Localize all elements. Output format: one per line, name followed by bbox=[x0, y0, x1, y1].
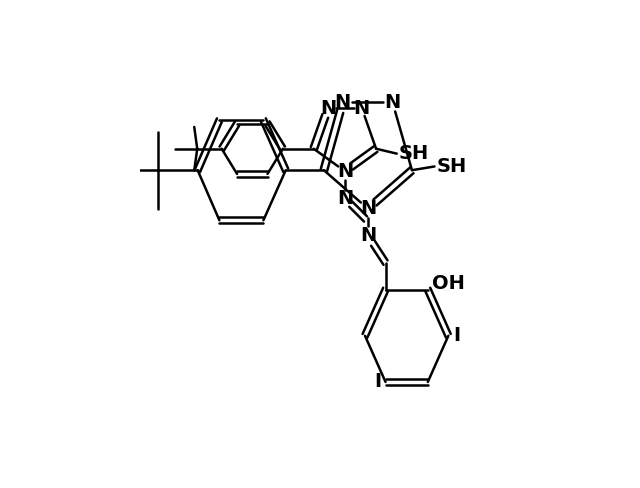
Text: N: N bbox=[360, 226, 376, 245]
Text: N: N bbox=[337, 189, 353, 208]
Text: N: N bbox=[354, 99, 370, 118]
Text: I: I bbox=[374, 372, 381, 391]
Text: N: N bbox=[385, 93, 401, 112]
Text: SH: SH bbox=[398, 144, 429, 163]
Text: N: N bbox=[360, 199, 376, 218]
Text: SH: SH bbox=[436, 157, 467, 176]
Text: I: I bbox=[453, 326, 460, 346]
Text: N: N bbox=[337, 162, 353, 181]
Text: N: N bbox=[335, 93, 351, 112]
Text: OH: OH bbox=[433, 274, 465, 293]
Text: N: N bbox=[320, 99, 336, 118]
